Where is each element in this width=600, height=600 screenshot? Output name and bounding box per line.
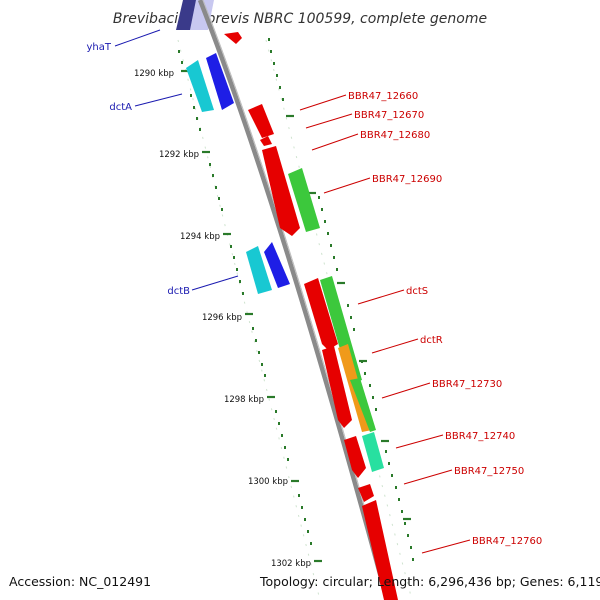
- ruler-label-1290: 1290 kbp: [134, 69, 174, 79]
- gene-BBR47-12740-red[interactable]: [344, 436, 366, 478]
- right-labels: BBR47_12660 BBR47_12670 BBR47_12680 BBR4…: [348, 91, 542, 547]
- left-labels: yhaT dctA dctB: [87, 42, 191, 297]
- gene-label-dctR[interactable]: dctR: [420, 335, 443, 346]
- ruler-label-1296: 1296 kbp: [202, 313, 242, 323]
- ruler-labels: 1290 kbp 1292 kbp 1294 kbp 1296 kbp 1298…: [134, 69, 311, 569]
- gene-dctA-cyan[interactable]: [186, 60, 214, 112]
- gene-top-red[interactable]: [224, 32, 242, 44]
- left-label-connectors: [114, 29, 239, 291]
- gene-dctB-cyan[interactable]: [246, 246, 272, 294]
- ruler-label-1302: 1302 kbp: [271, 559, 311, 569]
- gene-label-BBR47-12690[interactable]: BBR47_12690: [372, 174, 442, 185]
- gene-label-yhaT[interactable]: yhaT: [87, 42, 112, 53]
- gene-label-dctA[interactable]: dctA: [109, 102, 132, 113]
- gene-BBR47-12730[interactable]: [322, 346, 352, 428]
- gene-BBR47-12660[interactable]: [248, 104, 274, 138]
- gene-label-BBR47-12760[interactable]: BBR47_12760: [472, 536, 542, 547]
- gene-label-BBR47-12730[interactable]: BBR47_12730: [432, 379, 502, 390]
- inner-strand-genes: [186, 53, 290, 294]
- gene-label-BBR47-12680[interactable]: BBR47_12680: [360, 130, 430, 141]
- gene-BBR47-12680[interactable]: [262, 146, 300, 236]
- gene-dctB-blue[interactable]: [264, 242, 290, 288]
- gene-dctR-green[interactable]: [350, 378, 376, 432]
- gene-BBR47-12670[interactable]: [260, 136, 272, 146]
- gene-dctA-blue[interactable]: [206, 53, 234, 110]
- minor-ticks: [178, 38, 414, 561]
- right-label-connectors: [299, 94, 471, 554]
- gene-label-BBR47-12660[interactable]: BBR47_12660: [348, 91, 418, 102]
- gene-label-dctB[interactable]: dctB: [167, 286, 190, 297]
- gene-BBR47-12740-teal[interactable]: [362, 432, 384, 472]
- ruler-label-1300: 1300 kbp: [248, 477, 288, 487]
- ruler-label-1292: 1292 kbp: [159, 150, 199, 160]
- ruler-label-1294: 1294 kbp: [180, 232, 220, 242]
- genome-backbone: [197, 0, 390, 600]
- gene-dctS-red[interactable]: [304, 278, 338, 350]
- gene-label-BBR47-12750[interactable]: BBR47_12750: [454, 466, 524, 477]
- accession-text: Accession: NC_012491: [9, 574, 152, 589]
- gene-BBR47-12690[interactable]: [288, 168, 320, 232]
- ruler-label-1298: 1298 kbp: [224, 395, 264, 405]
- genome-summary-text: Topology: circular; Length: 6,296,436 bp…: [260, 574, 600, 589]
- gene-label-BBR47-12670[interactable]: BBR47_12670: [354, 110, 424, 121]
- outer-strand-genes: [224, 32, 398, 600]
- gene-BBR47-12750[interactable]: [358, 484, 374, 502]
- gene-BBR47-12760[interactable]: [362, 500, 398, 600]
- tick-guides: [177, 39, 413, 600]
- map-title: Brevibacillus brevis NBRC 100599, comple…: [113, 11, 487, 27]
- gene-arc-navy[interactable]: [176, 0, 196, 30]
- gene-label-BBR47-12740[interactable]: BBR47_12740: [445, 431, 515, 442]
- gene-label-dctS[interactable]: dctS: [406, 286, 428, 297]
